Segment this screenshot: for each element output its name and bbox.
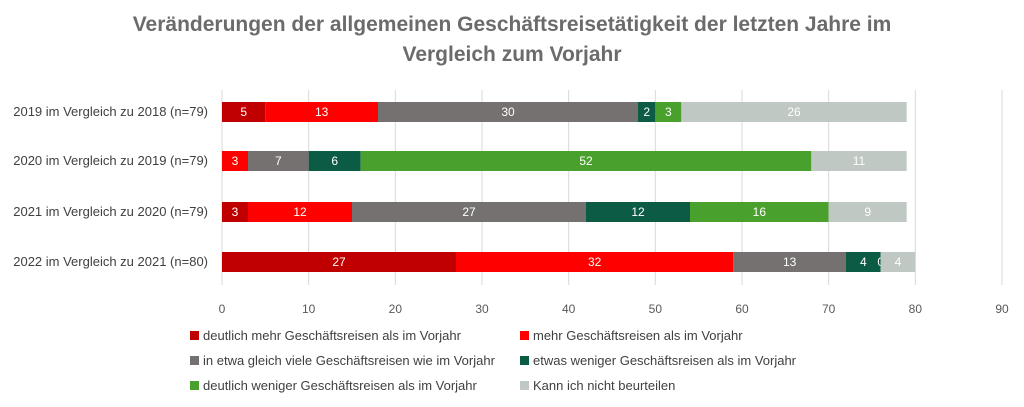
x-tick-label: 50 [649, 302, 663, 316]
bar-segment [222, 102, 266, 122]
legend-swatch [190, 356, 199, 365]
data-label: 6 [331, 154, 338, 168]
data-label: 13 [783, 255, 797, 269]
data-label: 3 [665, 105, 672, 119]
bar-segment [265, 102, 378, 122]
data-label: 30 [501, 105, 515, 119]
legend-label: Kann ich nicht beurteilen [533, 378, 675, 393]
legend-swatch [190, 381, 199, 390]
bar-segment [638, 102, 656, 122]
bar-segment [846, 252, 881, 272]
bar-segment [378, 102, 638, 122]
data-label: 3 [232, 205, 239, 219]
legend-label: etwas weniger Geschäftsreisen als im Vor… [533, 353, 797, 368]
bar-segment [811, 151, 907, 171]
x-tick-label: 80 [909, 302, 923, 316]
bar-segment [655, 102, 682, 122]
x-tick-label: 60 [735, 302, 749, 316]
bar-segment [222, 151, 248, 171]
bar-segment [828, 202, 907, 222]
bar-segment [733, 252, 846, 272]
data-label: 27 [462, 205, 476, 219]
data-label: 26 [787, 105, 801, 119]
x-axis-tick-labels: 0 10 20 30 40 50 60 70 80 90 [219, 302, 1009, 316]
legend-swatch [520, 331, 529, 340]
x-tick-label: 10 [302, 302, 316, 316]
data-label: 12 [293, 205, 307, 219]
bar-segment [586, 202, 690, 222]
chart-title-line-1: Veränderungen der allgemeinen Geschäftsr… [132, 13, 892, 36]
category-label: 2020 im Vergleich zu 2019 (n=79) [13, 153, 208, 168]
x-tick-label: 90 [995, 302, 1009, 316]
data-label: 4 [860, 255, 867, 269]
bar-segment [456, 252, 734, 272]
legend-swatch [190, 331, 199, 340]
bar-segment [360, 151, 812, 171]
bar-segment [222, 202, 248, 222]
bar-segment [681, 102, 907, 122]
category-labels: 2019 im Vergleich zu 2018 (n=79) 2020 im … [13, 104, 208, 269]
bar-segment [880, 252, 916, 272]
x-tick-label: 30 [475, 302, 489, 316]
legend-label: in etwa gleich viele Geschäftsreisen wie… [203, 353, 496, 368]
data-label: 27 [332, 255, 346, 269]
x-tick-label: 40 [562, 302, 576, 316]
bar-segment [308, 151, 361, 171]
data-label: 3 [232, 154, 239, 168]
bar-segment [222, 252, 456, 272]
x-tick-label: 0 [219, 302, 226, 316]
bar-segment [352, 202, 586, 222]
data-label: 11 [853, 154, 866, 168]
data-label: 52 [579, 154, 593, 168]
legend-label: mehr Geschäftsreisen als im Vorjahr [533, 328, 743, 343]
data-label: 5 [240, 105, 247, 119]
data-label: 12 [631, 205, 645, 219]
data-label: 4 [895, 255, 902, 269]
bar-segment [248, 202, 352, 222]
bar-segment [690, 202, 829, 222]
data-label: 13 [315, 105, 329, 119]
bar-segment [248, 151, 309, 171]
bars: 513302326037652113122712169273213404 [219, 102, 916, 272]
category-label: 2022 im Vergleich zu 2021 (n=80) [13, 254, 208, 269]
data-label: 32 [588, 255, 602, 269]
data-label: 7 [275, 154, 282, 168]
data-label: 9 [864, 205, 871, 219]
legend: deutlich mehr Geschäftsreisen als im Vor… [190, 328, 797, 393]
legend-label: deutlich mehr Geschäftsreisen als im Vor… [203, 328, 462, 343]
chart-title: Veränderungen der allgemeinen Geschäftsr… [0, 10, 1024, 70]
data-label: 2 [643, 105, 650, 119]
data-label: 16 [753, 205, 767, 219]
category-label: 2021 im Vergleich zu 2020 (n=79) [13, 204, 208, 219]
x-tick-label: 20 [389, 302, 403, 316]
legend-swatch [520, 381, 529, 390]
x-tick-label: 70 [822, 302, 836, 316]
chart-title-line-2: Vergleich zum Vorjahr [402, 43, 622, 66]
legend-swatch [520, 356, 529, 365]
category-label: 2019 im Vergleich zu 2018 (n=79) [13, 104, 208, 119]
legend-label: deutlich weniger Geschäftsreisen als im … [203, 378, 478, 393]
